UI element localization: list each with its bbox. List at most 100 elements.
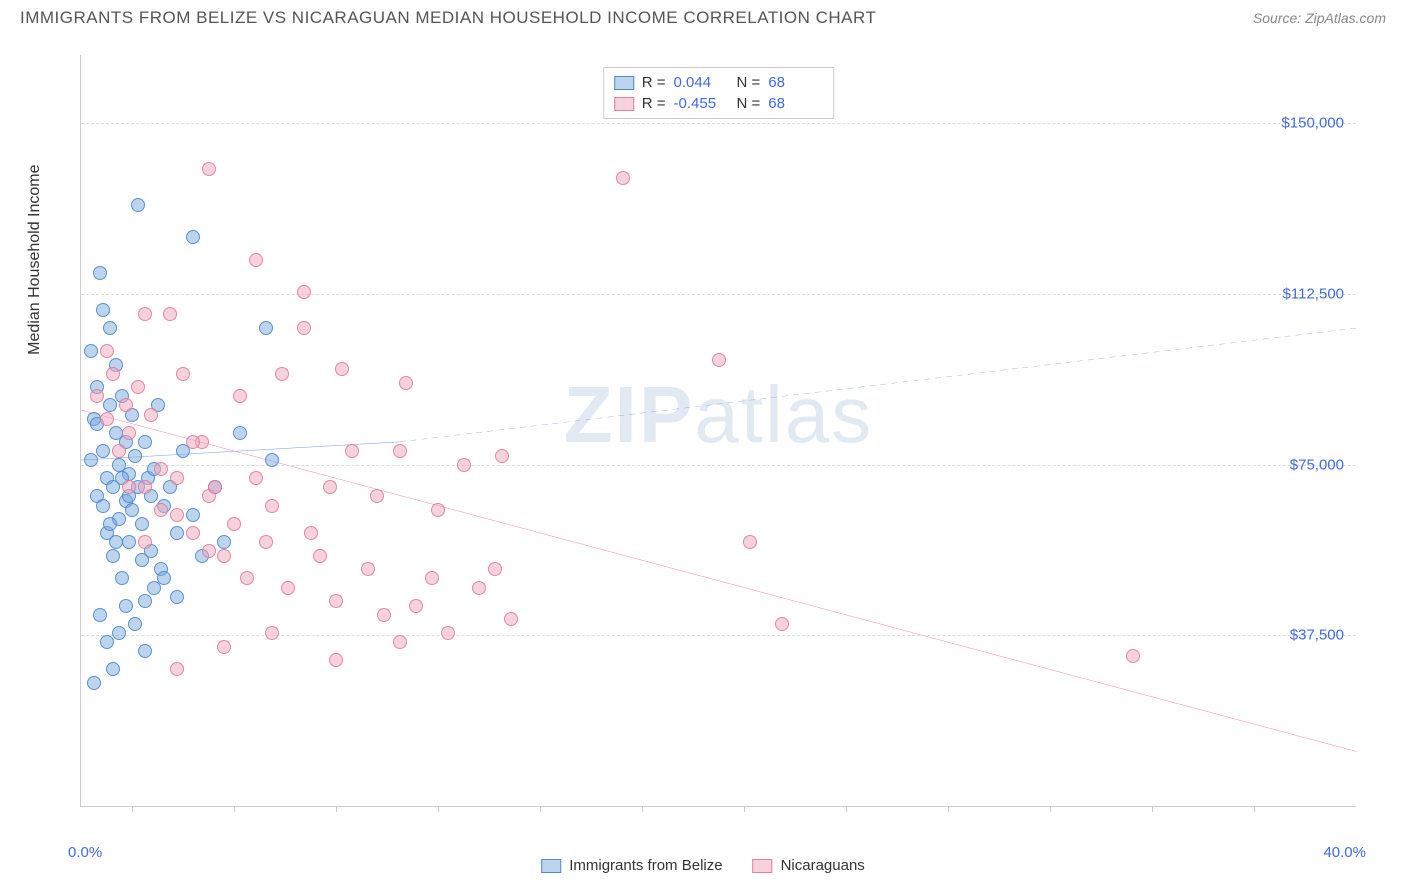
y-tick-label: $150,000 [1281, 115, 1344, 132]
scatter-point-belize [96, 303, 110, 317]
scatter-point-belize [170, 590, 184, 604]
x-tick [540, 806, 541, 812]
scatter-point-belize [259, 321, 273, 335]
scatter-point-nicaraguans [1126, 649, 1140, 663]
legend-item: Nicaraguans [753, 857, 865, 874]
scatter-point-nicaraguans [393, 444, 407, 458]
legend-swatch [541, 859, 561, 873]
gridline [81, 123, 1356, 124]
scatter-point-belize [103, 321, 117, 335]
scatter-point-nicaraguans [297, 285, 311, 299]
scatter-point-nicaraguans [90, 389, 104, 403]
stat-n-value: 68 [768, 74, 823, 91]
scatter-point-nicaraguans [265, 499, 279, 513]
scatter-point-nicaraguans [472, 581, 486, 595]
scatter-point-belize [122, 535, 136, 549]
gridline [81, 294, 1356, 295]
scatter-point-nicaraguans [265, 626, 279, 640]
stat-r-value: -0.455 [674, 95, 729, 112]
scatter-point-belize [125, 503, 139, 517]
y-tick-label: $112,500 [1283, 285, 1344, 302]
scatter-point-nicaraguans [457, 458, 471, 472]
stat-r-value: 0.044 [674, 74, 729, 91]
chart-container: Median Household Income ZIPatlas R =0.04… [50, 45, 1396, 837]
x-tick [1050, 806, 1051, 812]
scatter-point-nicaraguans [275, 367, 289, 381]
legend-swatch [614, 97, 634, 111]
scatter-point-belize [115, 571, 129, 585]
stat-r-label: R = [642, 74, 666, 91]
scatter-point-belize [106, 662, 120, 676]
scatter-point-nicaraguans [775, 617, 789, 631]
scatter-point-nicaraguans [304, 526, 318, 540]
scatter-point-nicaraguans [259, 535, 273, 549]
scatter-point-nicaraguans [144, 408, 158, 422]
scatter-point-belize [112, 626, 126, 640]
scatter-point-belize [135, 517, 149, 531]
x-tick [234, 806, 235, 812]
scatter-point-belize [103, 517, 117, 531]
stats-legend-row: R =0.044N =68 [614, 72, 824, 93]
scatter-point-nicaraguans [399, 376, 413, 390]
scatter-point-belize [217, 535, 231, 549]
scatter-point-belize [131, 198, 145, 212]
scatter-point-nicaraguans [100, 412, 114, 426]
scatter-point-belize [93, 608, 107, 622]
x-axis-min-label: 0.0% [68, 844, 102, 861]
scatter-point-nicaraguans [240, 571, 254, 585]
scatter-point-belize [138, 594, 152, 608]
scatter-point-nicaraguans [425, 571, 439, 585]
scatter-point-belize [128, 449, 142, 463]
scatter-point-nicaraguans [154, 503, 168, 517]
x-tick [744, 806, 745, 812]
scatter-point-nicaraguans [370, 489, 384, 503]
scatter-point-belize [138, 644, 152, 658]
scatter-point-nicaraguans [409, 599, 423, 613]
legend-label: Immigrants from Belize [569, 857, 722, 874]
stat-n-value: 68 [768, 95, 823, 112]
scatter-point-belize [186, 508, 200, 522]
x-tick [948, 806, 949, 812]
y-axis-title: Median Household Income [26, 164, 44, 354]
scatter-point-nicaraguans [154, 462, 168, 476]
x-tick [642, 806, 643, 812]
scatter-point-nicaraguans [393, 635, 407, 649]
legend-swatch [753, 859, 773, 873]
scatter-point-nicaraguans [170, 471, 184, 485]
scatter-point-nicaraguans [217, 549, 231, 563]
x-tick [1254, 806, 1255, 812]
scatter-point-nicaraguans [313, 549, 327, 563]
scatter-point-nicaraguans [208, 480, 222, 494]
scatter-point-belize [84, 344, 98, 358]
scatter-point-nicaraguans [297, 321, 311, 335]
scatter-point-nicaraguans [176, 367, 190, 381]
scatter-point-nicaraguans [712, 353, 726, 367]
scatter-point-belize [265, 453, 279, 467]
scatter-point-nicaraguans [122, 480, 136, 494]
x-tick [846, 806, 847, 812]
scatter-point-nicaraguans [431, 503, 445, 517]
scatter-point-nicaraguans [233, 389, 247, 403]
stat-n-label: N = [737, 95, 761, 112]
legend-swatch [614, 76, 634, 90]
scatter-point-nicaraguans [488, 562, 502, 576]
chart-title: IMMIGRANTS FROM BELIZE VS NICARAGUAN MED… [20, 8, 876, 28]
scatter-point-belize [138, 435, 152, 449]
scatter-point-nicaraguans [227, 517, 241, 531]
scatter-point-nicaraguans [202, 162, 216, 176]
trend-lines [81, 55, 1356, 806]
scatter-point-nicaraguans [186, 435, 200, 449]
scatter-point-nicaraguans [504, 612, 518, 626]
scatter-point-nicaraguans [217, 640, 231, 654]
scatter-point-nicaraguans [138, 535, 152, 549]
scatter-point-belize [119, 599, 133, 613]
scatter-point-nicaraguans [170, 662, 184, 676]
scatter-point-nicaraguans [186, 526, 200, 540]
scatter-point-nicaraguans [202, 544, 216, 558]
x-tick [336, 806, 337, 812]
scatter-point-nicaraguans [249, 253, 263, 267]
scatter-point-nicaraguans [122, 426, 136, 440]
stats-legend-row: R =-0.455N =68 [614, 93, 824, 114]
scatter-point-nicaraguans [138, 480, 152, 494]
scatter-point-belize [233, 426, 247, 440]
